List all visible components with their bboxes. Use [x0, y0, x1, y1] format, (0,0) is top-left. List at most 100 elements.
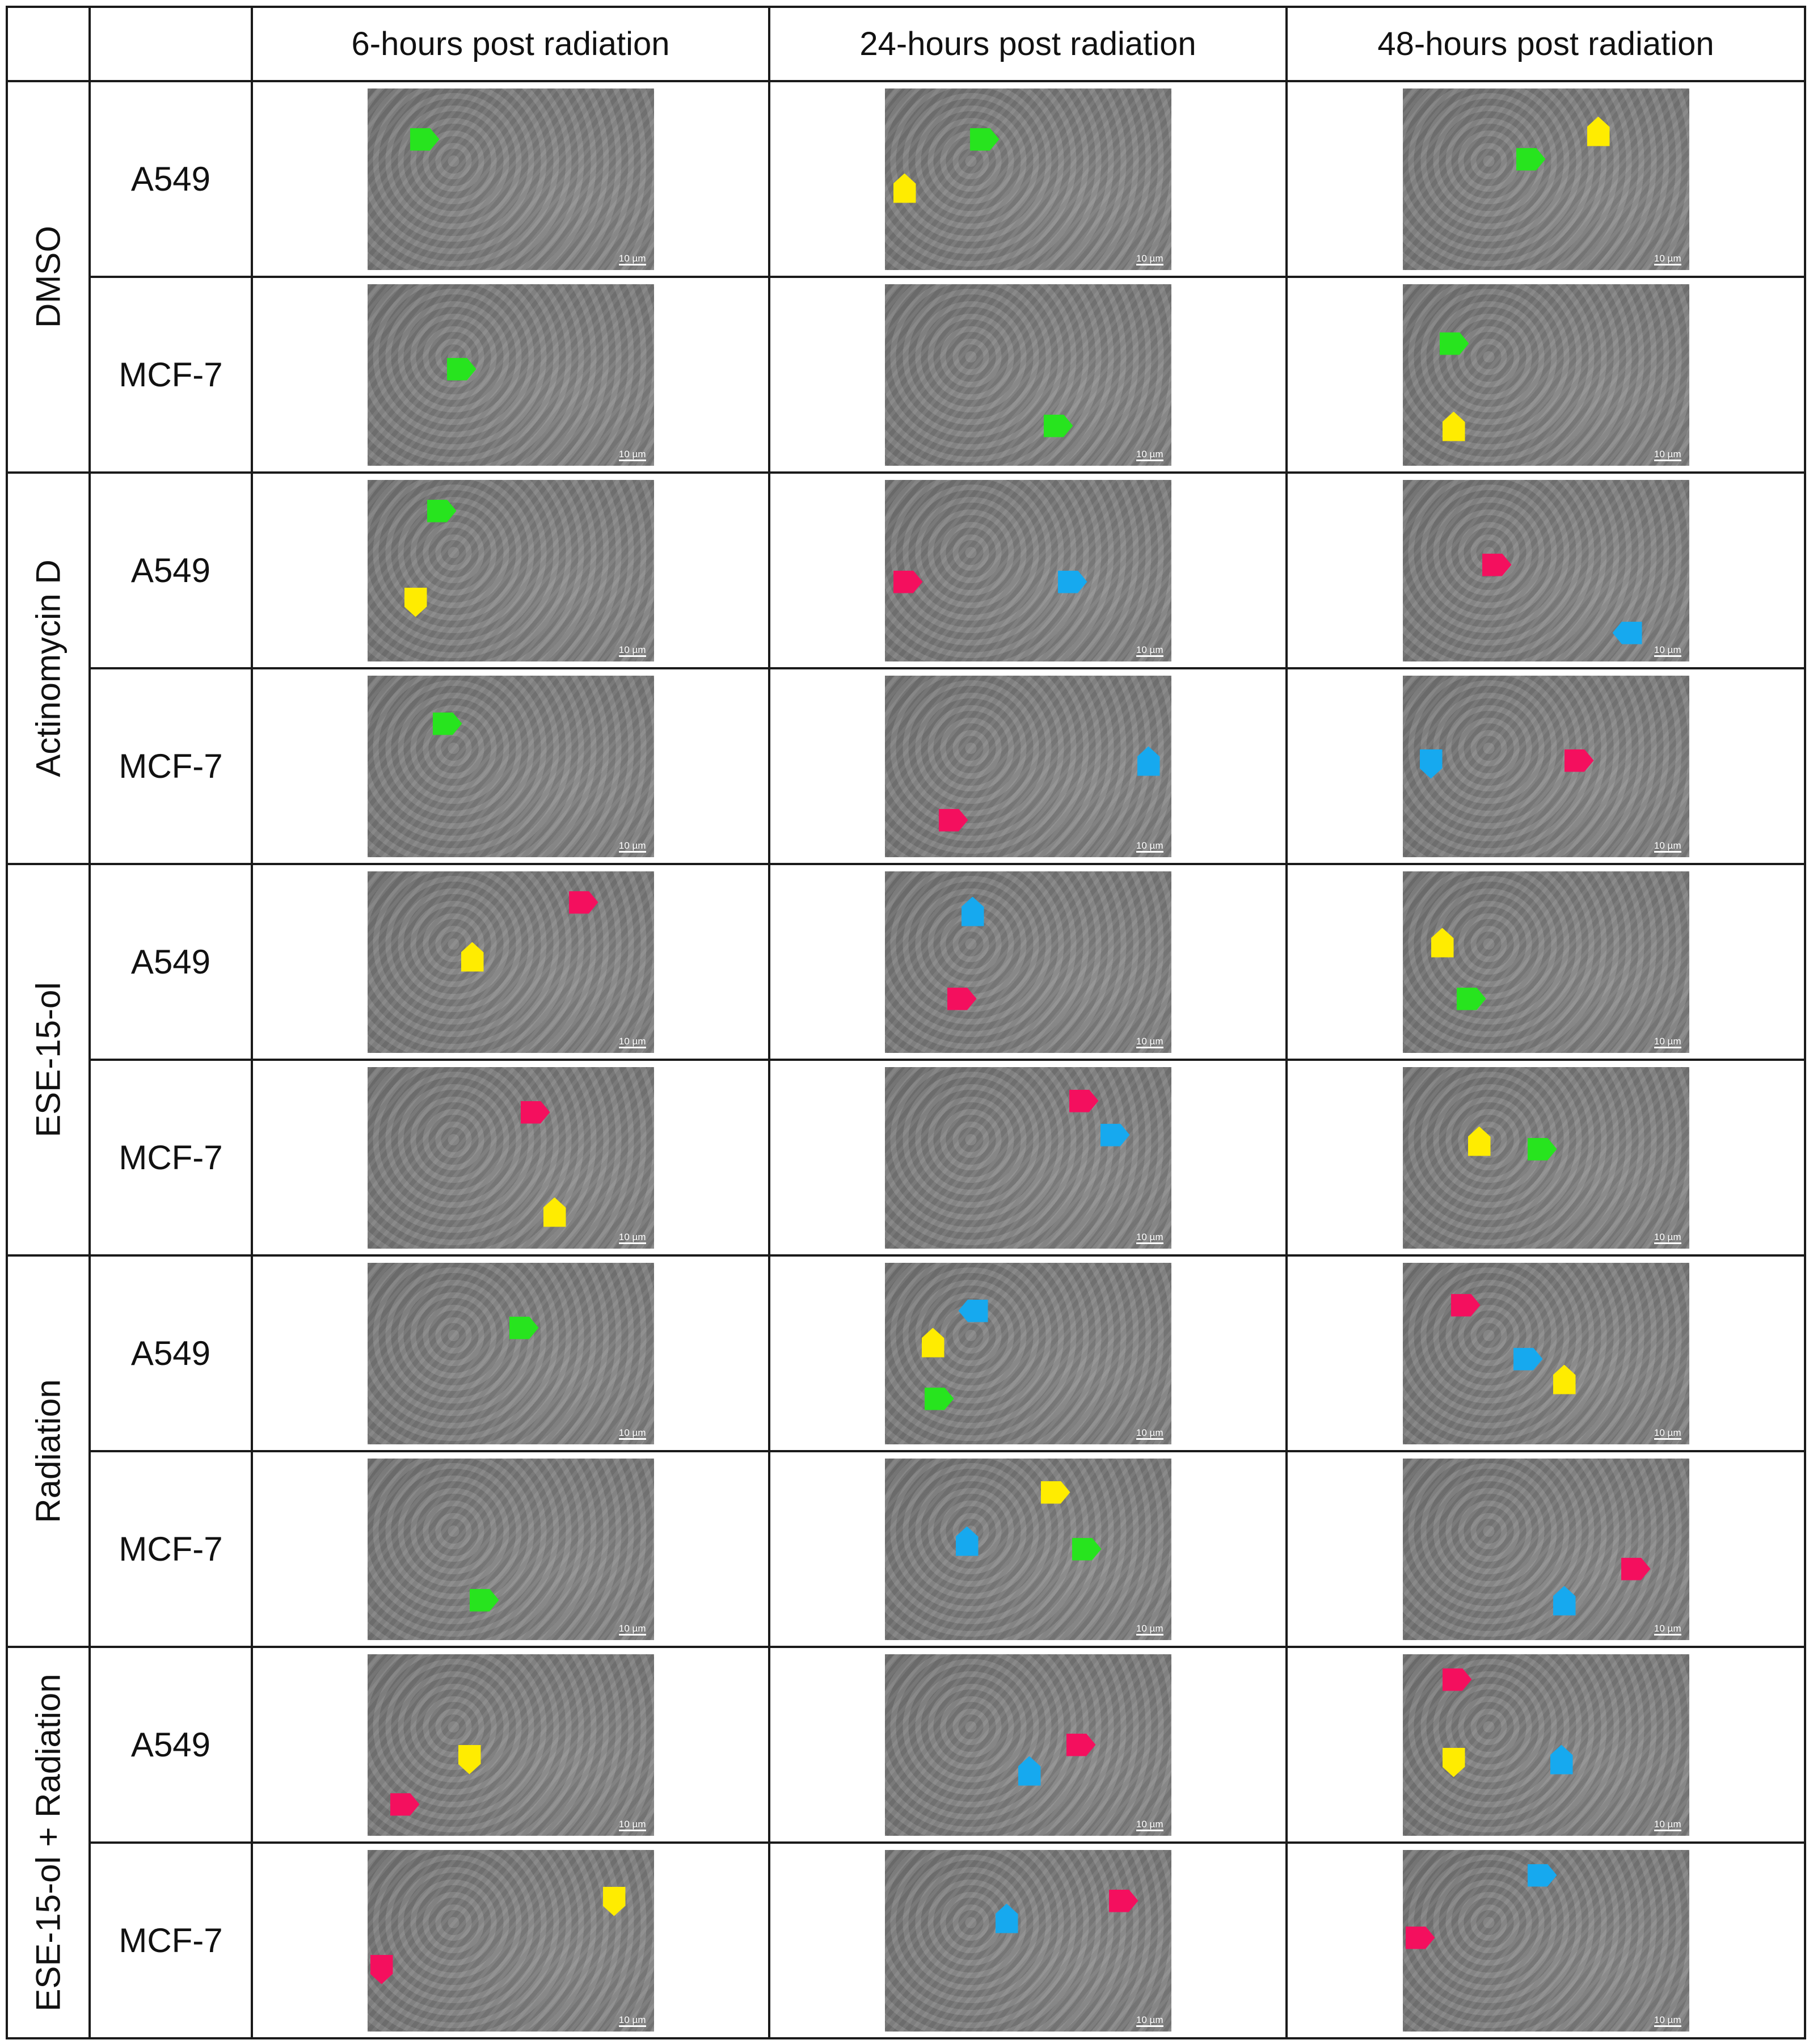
yellow-arrow-marker [458, 1744, 481, 1775]
red-arrow-marker [1442, 1668, 1472, 1691]
micrograph: 10 µm [1402, 1067, 1689, 1249]
micrograph: 10 µm [367, 1262, 654, 1444]
micrograph: 10 µm [884, 1654, 1171, 1836]
scale-bar: 10 µm [1136, 1819, 1163, 1831]
scale-bar: 10 µm [618, 253, 646, 265]
green-arrow-marker [1439, 332, 1469, 355]
blue-arrow-marker [1057, 570, 1087, 593]
blue-arrow-marker [958, 1299, 988, 1322]
micrograph: 10 µm [367, 871, 654, 1053]
group-ese-label: ESE-15-ol [29, 982, 68, 1137]
red-arrow-marker [1564, 749, 1594, 772]
red-arrow-marker [568, 891, 598, 914]
scale-bar: 10 µm [1136, 1623, 1163, 1636]
green-arrow-marker [969, 128, 1000, 151]
red-arrow-marker [1450, 1293, 1481, 1317]
scale-bar: 10 µm [1136, 1427, 1163, 1440]
cell-line-mcf7: MCF-7 [88, 1450, 253, 1648]
scale-bar: 10 µm [1136, 253, 1163, 265]
micrograph-cell: 10 µm [251, 276, 770, 474]
micrograph-cell: 10 µm [768, 1841, 1288, 2039]
row-actinomycin-a549: Actinomycin D A549 10 µm 10 µm 10 µm [6, 471, 1806, 865]
micrograph-cell: 10 µm [1285, 80, 1806, 278]
micrograph-cell: 10 µm [1285, 863, 1806, 1061]
green-arrow-marker [432, 712, 462, 735]
scale-bar: 10 µm [618, 1232, 646, 1244]
cell-line-a549: A549 [88, 863, 253, 1061]
micrograph: 10 µm [367, 284, 654, 466]
yellow-arrow-marker [1553, 1364, 1576, 1394]
group-dmso-label: DMSO [29, 226, 68, 328]
micrograph: 10 µm [367, 88, 654, 270]
micrograph-cell: 10 µm [251, 80, 770, 278]
scale-bar: 10 µm [1136, 1232, 1163, 1244]
yellow-arrow-marker [543, 1197, 566, 1227]
green-arrow-marker [427, 499, 457, 522]
micrograph-cell: 10 µm [768, 1646, 1288, 1844]
corner-cell-2 [88, 6, 253, 82]
micrograph: 10 µm [367, 479, 654, 661]
header-24h-label: 24-hours post radiation [859, 26, 1196, 62]
micrograph-cell: 10 µm [768, 1254, 1288, 1452]
micrograph-cell: 10 µm [251, 1059, 770, 1257]
scale-bar: 10 µm [1654, 2015, 1681, 2027]
micrograph-cell: 10 µm [251, 667, 770, 865]
yellow-arrow-marker [893, 173, 916, 203]
scale-bar: 10 µm [1654, 840, 1681, 853]
scale-bar: 10 µm [1654, 1623, 1681, 1636]
cell-line-label: MCF-7 [119, 1530, 223, 1568]
micrograph: 10 µm [884, 88, 1171, 270]
scale-bar: 10 µm [618, 644, 646, 657]
micrograph: 10 µm [367, 1849, 654, 2032]
scale-bar: 10 µm [618, 840, 646, 853]
row-ese-radiation-mcf7: MCF-7 10 µm 10 µm 10 µm [7, 1841, 1806, 2039]
row-ese-radiation-a549: ESE-15-ol + Radiation A549 10 µm 10 µm 1… [6, 1646, 1806, 2039]
micrograph: 10 µm [884, 479, 1171, 661]
blue-arrow-marker [1419, 749, 1443, 779]
corner-cell [6, 6, 91, 82]
header-48h-label: 48-hours post radiation [1377, 26, 1714, 62]
header-24h: 24-hours post radiation [768, 6, 1288, 82]
micrograph-cell: 10 µm [1285, 1254, 1806, 1452]
scale-bar: 10 µm [1136, 644, 1163, 657]
micrograph: 10 µm [1402, 284, 1689, 466]
yellow-arrow-marker [461, 942, 484, 972]
green-arrow-marker [410, 128, 440, 151]
group-dmso: DMSO [6, 80, 91, 474]
blue-arrow-marker [1612, 621, 1642, 644]
yellow-arrow-marker [1442, 411, 1465, 441]
blue-arrow-marker [1550, 1744, 1573, 1775]
blue-arrow-marker [1527, 1864, 1557, 1887]
green-arrow-marker [1527, 1137, 1557, 1161]
micrograph: 10 µm [1402, 1654, 1689, 1836]
yellow-arrow-marker [1468, 1126, 1491, 1156]
blue-arrow-marker [955, 1526, 979, 1556]
blue-arrow-marker [1018, 1756, 1041, 1786]
cell-line-a549: A549 [88, 1646, 253, 1844]
row-radiation-mcf7: MCF-7 10 µm 10 µm 10 µm [7, 1450, 1806, 1648]
cell-line-label: A549 [130, 551, 211, 589]
group-radiation-label: Radiation [29, 1379, 68, 1523]
scale-bar: 10 µm [1136, 449, 1163, 461]
cell-line-a549: A549 [88, 471, 253, 669]
scale-bar: 10 µm [618, 1623, 646, 1636]
green-arrow-marker [1072, 1537, 1102, 1561]
cell-line-mcf7: MCF-7 [88, 1841, 253, 2039]
yellow-arrow-marker [1442, 1747, 1465, 1777]
scale-bar: 10 µm [1136, 1036, 1163, 1048]
green-arrow-marker [469, 1588, 499, 1612]
micrograph: 10 µm [367, 1654, 654, 1836]
green-arrow-marker [1043, 414, 1073, 437]
micrograph: 10 µm [884, 871, 1171, 1053]
cell-line-label: A549 [130, 943, 211, 981]
group-radiation: Radiation [6, 1254, 91, 1648]
scale-bar: 10 µm [1654, 1232, 1681, 1244]
red-arrow-marker [1482, 553, 1512, 576]
micrograph: 10 µm [1402, 871, 1689, 1053]
micrograph: 10 µm [367, 1458, 654, 1640]
red-arrow-marker [390, 1793, 420, 1816]
micrograph-cell: 10 µm [768, 1059, 1288, 1257]
red-arrow-marker [1066, 1733, 1096, 1756]
micrograph-cell: 10 µm [768, 80, 1288, 278]
yellow-arrow-marker [404, 587, 427, 617]
